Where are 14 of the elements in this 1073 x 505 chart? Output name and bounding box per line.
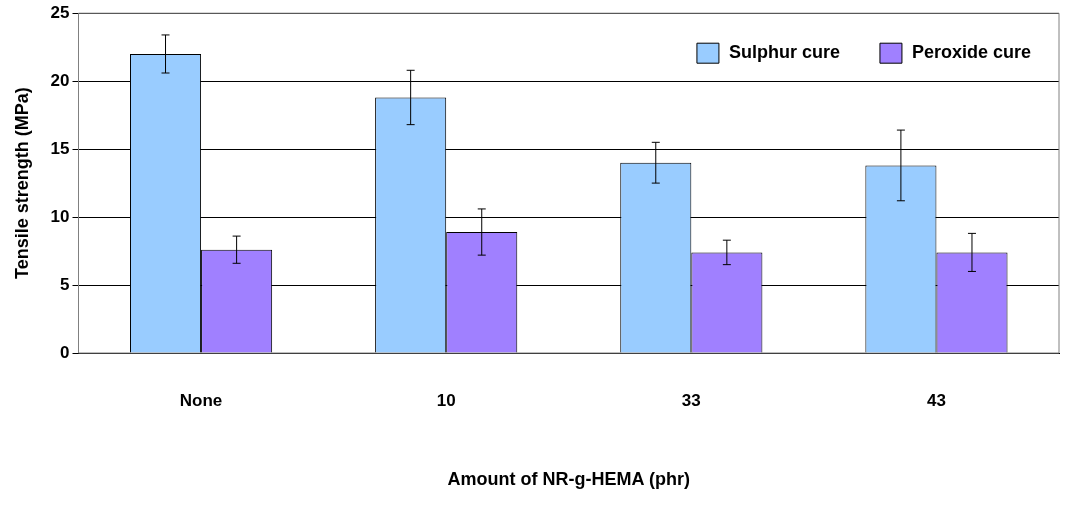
legend-label: Sulphur cure xyxy=(728,42,840,63)
y-tick-label: 15 xyxy=(50,138,70,158)
x-tick-label: None xyxy=(179,390,223,410)
x-tick-label: 33 xyxy=(681,390,701,410)
x-tick-label: 43 xyxy=(926,390,946,410)
x-tick-label: 10 xyxy=(436,390,456,410)
y-tick-label: 10 xyxy=(50,206,70,226)
y-tick-label: 5 xyxy=(60,274,70,294)
legend-label: Peroxide cure xyxy=(911,42,1032,63)
y-tick-label: 20 xyxy=(50,70,70,90)
y-axis-title: Tensile strength (MPa) xyxy=(11,87,32,279)
x-axis-title: Amount of NR-g-HEMA (phr) xyxy=(447,469,690,490)
y-tick-label: 0 xyxy=(60,342,70,362)
y-tick-label: 25 xyxy=(50,2,70,22)
